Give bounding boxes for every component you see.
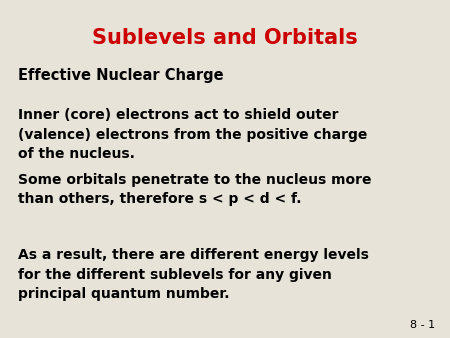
Text: Inner (core) electrons act to shield outer
(valence) electrons from the positive: Inner (core) electrons act to shield out…	[18, 108, 367, 161]
Text: 8 - 1: 8 - 1	[410, 320, 435, 330]
Text: As a result, there are different energy levels
for the different sublevels for a: As a result, there are different energy …	[18, 248, 369, 301]
Text: Sublevels and Orbitals: Sublevels and Orbitals	[92, 28, 358, 48]
Text: Effective Nuclear Charge: Effective Nuclear Charge	[18, 68, 224, 83]
Text: Some orbitals penetrate to the nucleus more
than others, therefore s < p < d < f: Some orbitals penetrate to the nucleus m…	[18, 173, 372, 207]
